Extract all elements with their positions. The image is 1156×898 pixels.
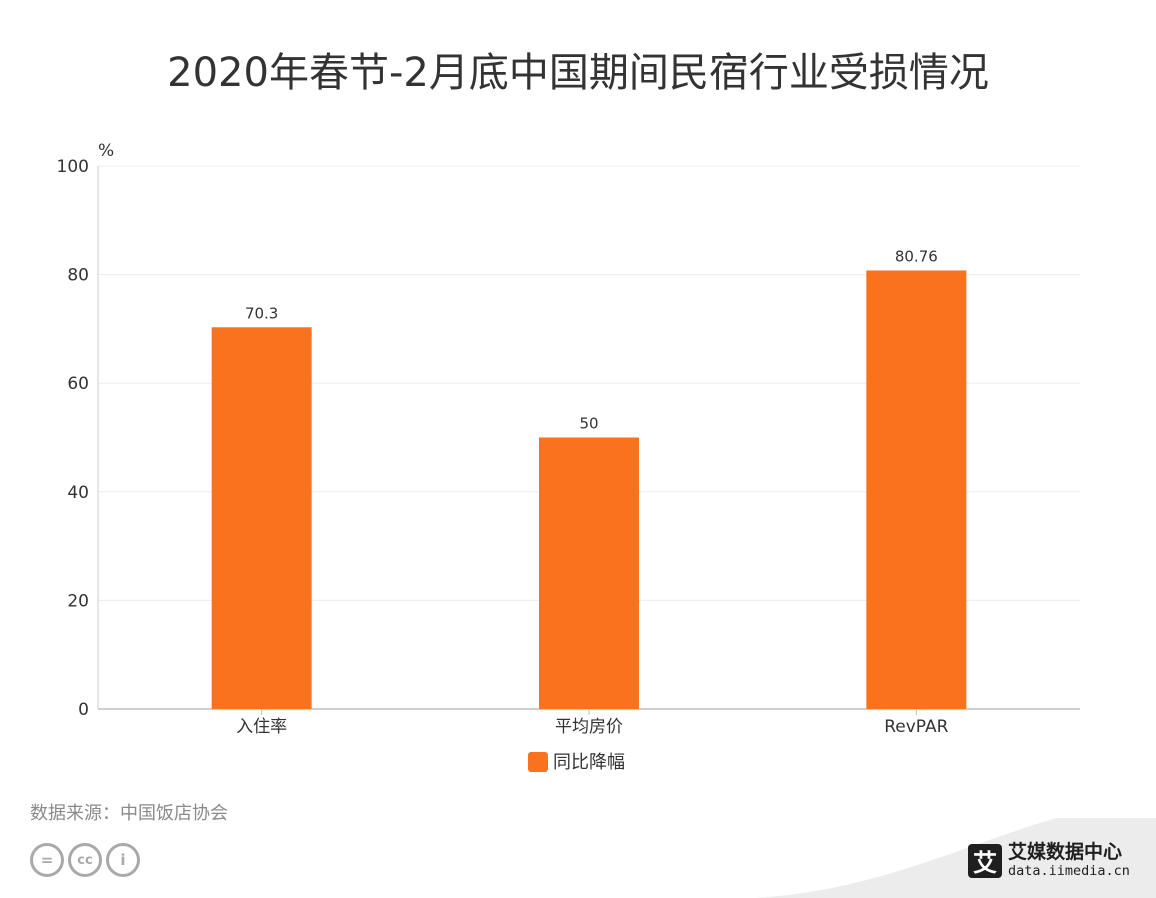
brand-logo-icon: 艾 xyxy=(968,843,1002,878)
bar xyxy=(866,270,967,709)
data-label: 80.76 xyxy=(895,247,938,265)
brand-url: data.iimedia.cn xyxy=(1008,863,1130,879)
license-icons: = cc i xyxy=(30,843,140,877)
chart-title: 2020年春节-2月底中国期间民宿行业受损情况 xyxy=(167,50,989,96)
brand-name: 艾媒数据中心 xyxy=(1008,841,1123,863)
y-tick-label: 60 xyxy=(67,374,89,394)
y-axis-unit: % xyxy=(98,141,114,161)
y-tick-label: 100 xyxy=(57,157,89,177)
y-tick-label: 20 xyxy=(67,591,89,611)
x-tick-label: 入住率 xyxy=(236,717,287,737)
brand-watermark: 艾 艾媒数据中心 data.iimedia.cn xyxy=(968,843,1130,879)
person-icon: i xyxy=(106,843,140,877)
cc-icon: cc xyxy=(68,843,102,877)
y-tick-label: 0 xyxy=(78,700,89,720)
bar xyxy=(211,327,312,709)
equal-icon: = xyxy=(30,843,64,877)
source-note: 数据来源：中国饭店协会 xyxy=(30,803,228,824)
bar-chart: 0 20 40 60 80 100% 70.3 入住率 50 平均房价 80.76 RevPAR 同比降… xyxy=(57,141,1080,773)
y-tick-label: 40 xyxy=(67,483,89,503)
x-tick-label: RevPAR xyxy=(884,717,948,737)
y-tick-label: 80 xyxy=(67,266,89,286)
x-tick-label: 平均房价 xyxy=(555,717,623,737)
bar xyxy=(539,437,639,709)
data-label: 50 xyxy=(579,415,598,433)
legend-swatch xyxy=(528,752,548,772)
legend-label: 同比降幅 xyxy=(553,752,625,773)
watermark-swoosh xyxy=(756,818,1156,898)
data-label: 70.3 xyxy=(245,304,278,322)
